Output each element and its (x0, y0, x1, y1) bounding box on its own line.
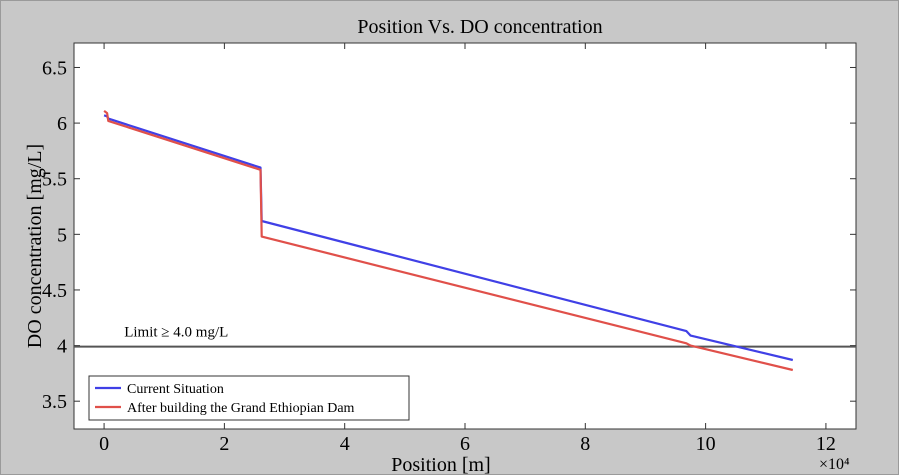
plot-area (73, 42, 857, 430)
y-tick-label: 5.5 (42, 169, 67, 191)
y-axis-label: DO concentration [mg/L] (24, 144, 46, 348)
limit-reference: Limit ≥ 4.0 mg/L (74, 325, 856, 348)
legend-box (88, 375, 410, 421)
y-tick-label: 4 (57, 336, 67, 358)
legend-label-2: After building the Grand Ethiopian Dam (127, 401, 355, 416)
legend-label-1: Current Situation (127, 382, 224, 397)
y-tick-label: 5 (57, 224, 67, 246)
x-axis-label: Position [m] (391, 454, 490, 476)
x-tick-label: 8 (580, 433, 590, 455)
x-tick-label: 12 (816, 433, 836, 455)
y-tick-label: 4.5 (42, 280, 67, 302)
x-tick-label: 2 (219, 433, 229, 455)
x-tick-label: 10 (696, 433, 716, 455)
axis-ticks: 0 2 4 6 8 10 12 3.5 4 4.5 5 5.5 6 6.5 (42, 43, 856, 455)
x-tick-label: 4 (340, 433, 350, 455)
y-tick-label: 3.5 (42, 391, 67, 413)
legend: Current Situation After building the Gran… (88, 375, 410, 421)
y-tick-label: 6.5 (42, 57, 67, 79)
x-axis-multiplier: ×10⁴ (819, 456, 850, 473)
chart-title: Position Vs. DO concentration (357, 16, 602, 38)
series-line-2 (103, 110, 794, 372)
x-tick-label: 0 (99, 433, 109, 455)
x-tick-label: 6 (460, 433, 470, 455)
limit-label: Limit ≥ 4.0 mg/L (124, 325, 228, 341)
series-lines (103, 110, 794, 372)
y-tick-label: 6 (57, 113, 67, 135)
